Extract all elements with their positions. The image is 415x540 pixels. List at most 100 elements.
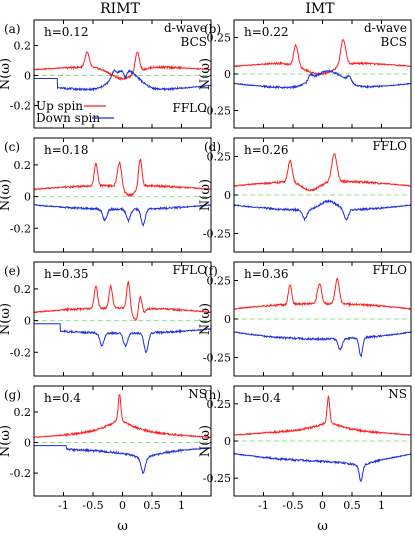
phase-annotation: BCS — [381, 35, 407, 49]
field-label: h=0.12 — [44, 25, 89, 39]
field-label: h=0.35 — [44, 267, 89, 281]
down-spin-line — [234, 331, 411, 358]
legend-down-label: Down spin — [36, 111, 100, 125]
x-tick-label: -0.5 — [82, 499, 103, 512]
panel-label: (b) — [204, 22, 221, 36]
y-tick-label: -0.25 — [203, 228, 231, 241]
x-tick-label: -1 — [258, 499, 269, 512]
y-tick-label: 0.25 — [207, 150, 232, 163]
x-tick-label: 1 — [378, 499, 385, 512]
y-tick-label: 0.25 — [207, 398, 232, 411]
y-tick-label: 0.25 — [207, 32, 232, 45]
panel-h: 0.25 0 -0.25 -1 -0.5 0 0.5 1 (h) h=0.4 NS N(ω) — [198, 385, 412, 512]
y-tick-label: -0.25 — [203, 472, 231, 485]
panel-label: (a) — [4, 22, 21, 36]
y-tick-label: 0.2 — [14, 159, 32, 172]
y-axis-label: N(ω) — [198, 58, 213, 90]
phase-annotation: FFLO — [373, 139, 408, 153]
phase-annotation: NS — [388, 387, 407, 401]
y-tick-label: 0 — [24, 437, 31, 450]
panel-label: (g) — [4, 388, 21, 402]
up-spin-line — [34, 394, 211, 439]
phase-annotation: BCS — [181, 35, 207, 49]
y-tick-label: -0.25 — [203, 104, 231, 117]
y-tick-label: 0 — [224, 313, 231, 326]
field-label: h=0.4 — [244, 391, 281, 405]
y-axis-label: N(ω) — [0, 303, 13, 335]
panel-e: 0.2 0 -0.2 (e) h=0.35 FFLO N(ω) — [0, 261, 212, 377]
y-tick-label: 0 — [224, 189, 231, 202]
up-spin-line — [234, 152, 411, 192]
field-label: h=0.36 — [244, 267, 289, 281]
y-axis-label: N(ω) — [0, 179, 13, 211]
column-title-left: RIMT — [100, 1, 140, 17]
down-spin-line — [34, 203, 211, 228]
y-tick-label: -0.2 — [10, 222, 31, 235]
up-spin-line — [234, 39, 411, 76]
up-spin-line — [34, 51, 211, 82]
field-label: h=0.4 — [44, 391, 81, 405]
y-tick-label: 0 — [24, 70, 31, 83]
down-spin-line — [34, 69, 211, 92]
y-tick-label: -0.2 — [10, 346, 31, 359]
down-spin-line — [234, 68, 411, 90]
legend-up-label: Up spin — [36, 99, 83, 113]
panel-f: 0.25 0 -0.25 (f) h=0.36 FFLO N(ω) — [198, 261, 412, 377]
phase-annotation: FFLO — [373, 263, 408, 277]
field-label: h=0.22 — [244, 25, 289, 39]
phase-annotation: NS — [188, 387, 207, 401]
phase-annotation: d-wave — [364, 21, 407, 35]
panel-label: (f) — [204, 264, 218, 278]
y-tick-label: 0.2 — [14, 40, 32, 53]
down-spin-line — [34, 323, 211, 354]
phase-annotation: FFLO — [173, 263, 208, 277]
panel-d: 0.25 0 -0.25 (d) h=0.26 FFLO N(ω) — [198, 137, 412, 253]
panel-label: (c) — [4, 140, 20, 154]
up-spin-line — [34, 280, 211, 321]
down-spin-line — [234, 199, 411, 222]
y-tick-label: -0.25 — [203, 352, 231, 365]
column-title-right: IMT — [305, 1, 335, 17]
y-tick-label: 0.2 — [14, 283, 32, 296]
x-tick-label: -1 — [58, 499, 69, 512]
panel-label: (d) — [204, 140, 221, 154]
y-tick-label: 0 — [24, 191, 31, 204]
down-spin-line — [234, 452, 411, 483]
y-axis-label: N(ω) — [0, 425, 13, 457]
x-axis-label: ω — [317, 519, 328, 534]
y-axis-label: N(ω) — [0, 58, 13, 90]
up-spin-line — [234, 277, 411, 311]
panel-label: (e) — [4, 264, 20, 278]
y-tick-label: 0.25 — [207, 274, 232, 287]
up-spin-line — [34, 158, 211, 198]
x-tick-label: 0 — [319, 499, 326, 512]
y-axis-label: N(ω) — [198, 425, 213, 457]
y-tick-label: 0 — [24, 315, 31, 328]
panel-label: (h) — [204, 388, 221, 402]
phase-annotation: FFLO — [173, 101, 208, 115]
field-label: h=0.18 — [44, 143, 89, 157]
x-tick-label: 0 — [119, 499, 126, 512]
panel-g: 0.2 0 -0.2 -1 -0.5 0 0.5 1 (g) h=0.4 NS N(ω) — [0, 385, 212, 512]
down-spin-line — [34, 445, 211, 474]
x-axis-label: ω — [117, 519, 128, 534]
phase-annotation: d-wave — [164, 21, 207, 35]
y-axis-label: N(ω) — [198, 179, 213, 211]
up-spin-line — [234, 395, 411, 437]
x-tick-label: 0.5 — [343, 499, 361, 512]
x-tick-label: 1 — [178, 499, 185, 512]
y-axis-label: N(ω) — [198, 303, 213, 335]
y-tick-label: -0.2 — [10, 100, 31, 113]
y-tick-label: 0 — [224, 68, 231, 81]
field-label: h=0.26 — [244, 143, 289, 157]
y-tick-label: -0.2 — [10, 467, 31, 480]
panel-c: 0.2 0 -0.2 (c) h=0.18 N(ω) — [0, 137, 212, 253]
x-tick-label: 0.5 — [143, 499, 161, 512]
y-tick-label: 0.2 — [14, 406, 32, 419]
y-tick-label: 0 — [224, 435, 231, 448]
x-tick-label: -0.5 — [282, 499, 303, 512]
